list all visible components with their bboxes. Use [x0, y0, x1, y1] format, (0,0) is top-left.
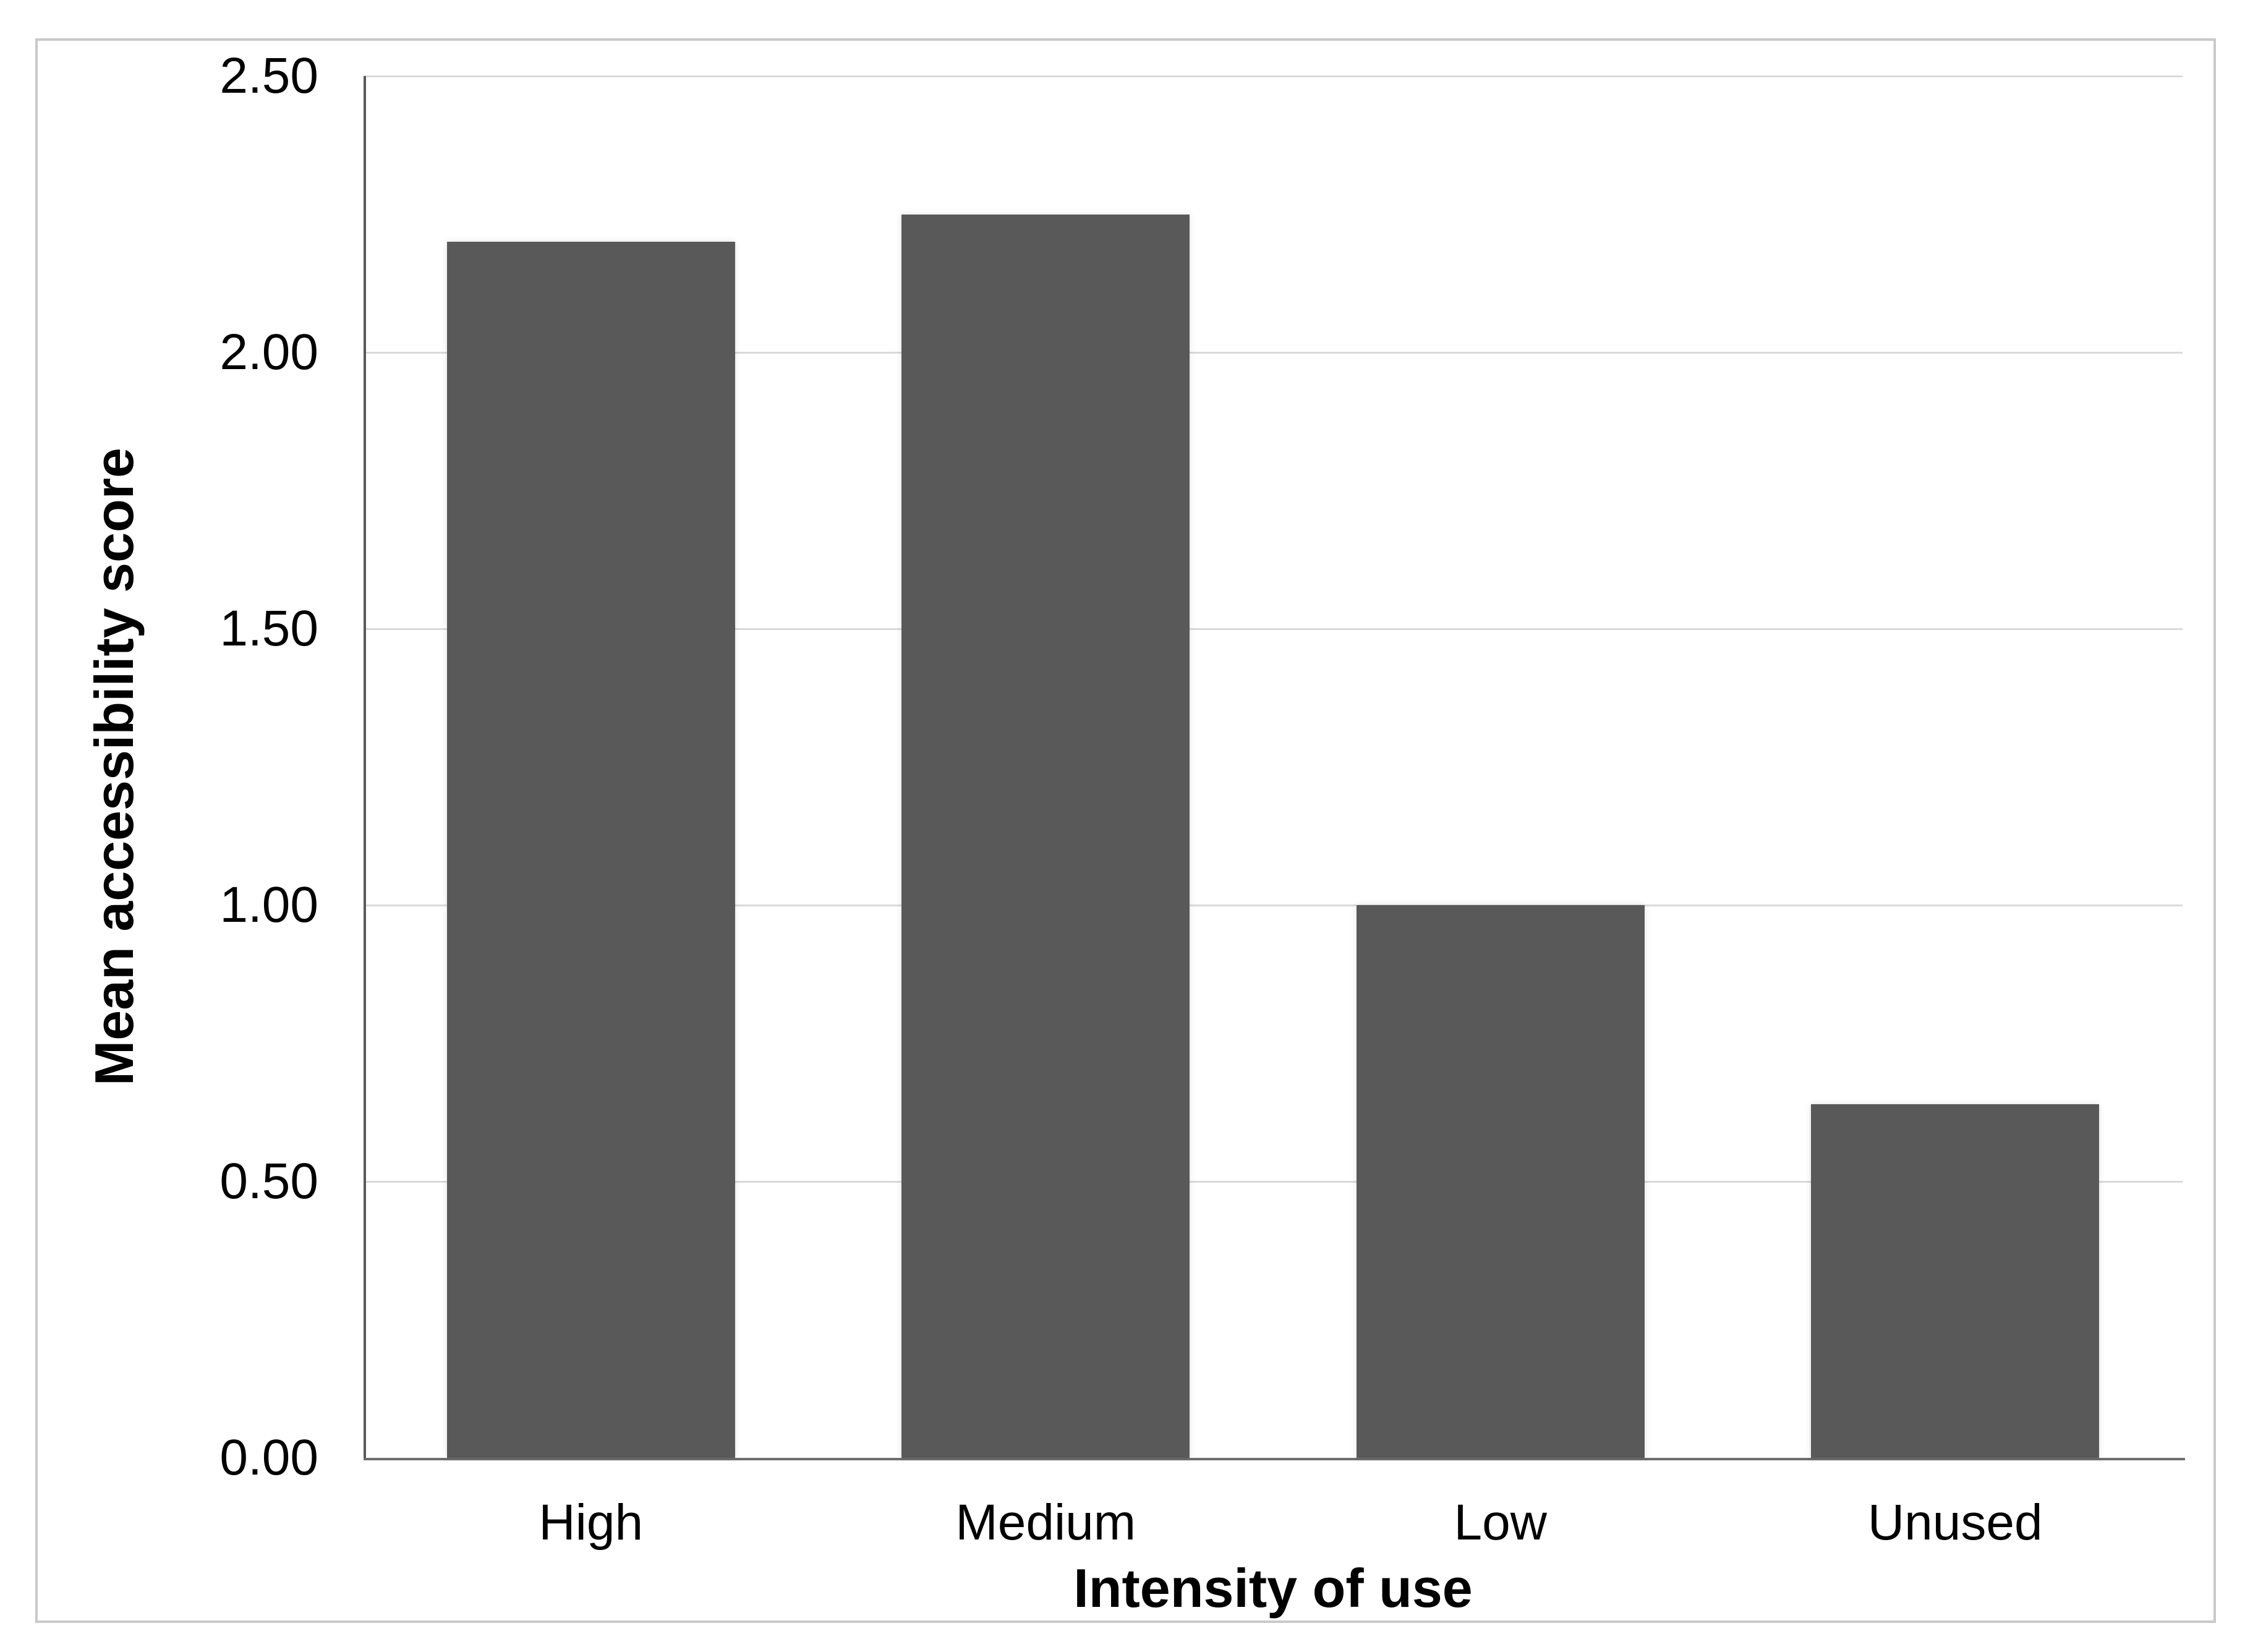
gridline-2.00 [364, 351, 2183, 354]
y-tick-label-0.00: 0.00 [219, 1429, 318, 1486]
bar-medium [901, 214, 1190, 1458]
y-axis-title: Mean accessibility score [83, 448, 145, 1086]
bar-low [1356, 905, 1645, 1458]
gridline-0.50 [364, 1180, 2183, 1183]
x-category-label-low: Low [1454, 1494, 1547, 1551]
bar-high [446, 242, 735, 1458]
y-tick-label-2.00: 2.00 [219, 324, 318, 380]
y-tick-label-1.00: 1.00 [219, 877, 318, 933]
y-tick-label-1.50: 1.50 [219, 600, 318, 657]
y-axis-title-box: Mean accessibility score [49, 76, 179, 1458]
y-tick-label-0.50: 0.50 [219, 1153, 318, 1209]
y-axis-line [364, 76, 366, 1460]
x-axis-title: Intensity of use [1073, 1557, 1473, 1619]
gridline-1.50 [364, 628, 2183, 630]
x-category-label-medium: Medium [955, 1494, 1136, 1551]
x-category-label-high: High [539, 1494, 644, 1551]
gridline-1.00 [364, 904, 2183, 906]
bar-unused [1811, 1104, 2100, 1458]
x-axis-line [364, 1458, 2185, 1460]
y-tick-label-2.50: 2.50 [219, 48, 318, 104]
x-category-label-unused: Unused [1867, 1494, 2043, 1551]
gridline-2.50 [364, 75, 2183, 77]
